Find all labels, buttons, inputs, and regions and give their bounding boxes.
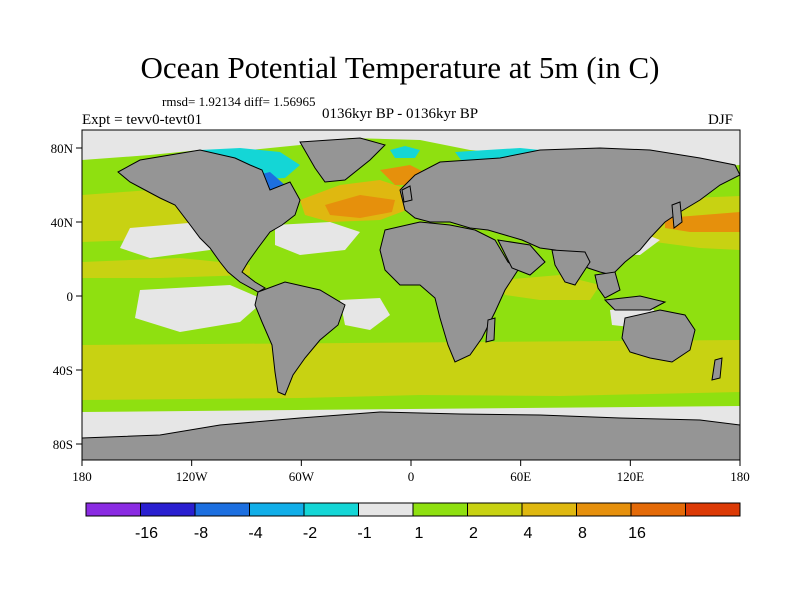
colorbar-swatch xyxy=(249,502,305,517)
colorbar-swatch xyxy=(576,502,632,517)
season-label: DJF xyxy=(708,112,734,128)
y-tick-label: 80N xyxy=(51,141,74,156)
land-uk xyxy=(401,185,413,203)
land-india xyxy=(551,249,591,286)
x-tick-label: 0 xyxy=(408,469,415,484)
experiment-label: Expt = tevv0-tevt01 xyxy=(82,112,203,128)
land-antarctica xyxy=(82,411,740,460)
map-plot-area xyxy=(82,130,740,460)
colorbar-swatch xyxy=(467,502,523,517)
land-indochina xyxy=(594,271,621,299)
land-japan xyxy=(671,201,683,229)
x-axis: 180 120W 60W 0 60E 120E 180 xyxy=(72,460,750,484)
land-south-america xyxy=(254,281,346,396)
colorbar-swatch xyxy=(194,502,250,517)
colorbar-swatch xyxy=(685,502,741,517)
colorbar-label: 8 xyxy=(578,525,587,542)
y-tick-label: 40N xyxy=(51,215,74,230)
field-patch xyxy=(665,212,740,232)
colorbar-swatch xyxy=(140,502,196,517)
land-north-america xyxy=(117,149,301,293)
x-tick-label: 180 xyxy=(72,469,92,484)
y-tick-label: 80S xyxy=(53,437,73,452)
field-patch xyxy=(275,222,360,255)
land-madagascar xyxy=(485,317,496,343)
y-axis: 80N 40N 0 40S 80S xyxy=(51,141,82,452)
period-label: 0136kyr BP - 0136kyr BP xyxy=(322,106,479,122)
colorbar-label: -1 xyxy=(357,525,371,542)
land-eurasia xyxy=(399,147,740,276)
colorbar-swatch xyxy=(521,502,577,517)
field-patch xyxy=(390,146,420,158)
field-patch xyxy=(82,258,250,278)
field-patch xyxy=(82,130,740,168)
colorbar-label: 4 xyxy=(524,525,533,542)
field-patch xyxy=(82,340,740,410)
colorbar-label: -2 xyxy=(303,525,317,542)
colorbar-label: 16 xyxy=(628,525,646,542)
field-patch xyxy=(340,298,390,330)
land-arabia xyxy=(497,239,546,276)
land-indonesia xyxy=(603,295,667,311)
colorbar-swatch xyxy=(358,502,414,517)
colorbar-label: -8 xyxy=(194,525,208,542)
field-patch xyxy=(325,195,395,218)
field-patch xyxy=(82,392,740,412)
x-tick-label: 120W xyxy=(176,469,209,484)
colorbar-label: -16 xyxy=(135,525,158,542)
colorbar-swatch xyxy=(412,502,468,517)
land-africa xyxy=(379,221,519,363)
land-australia xyxy=(621,309,696,363)
y-tick-label: 40S xyxy=(53,363,73,378)
chart-title: Ocean Potential Temperature at 5m (in C) xyxy=(140,50,660,85)
y-tick-label: 0 xyxy=(67,289,74,304)
land-new-zealand xyxy=(711,357,723,381)
colorbar: -16 -8 -4 -2 -1 1 2 4 8 16 xyxy=(85,502,741,542)
x-tick-label: 60E xyxy=(510,469,531,484)
x-tick-label: 180 xyxy=(730,469,750,484)
colorbar-swatch xyxy=(303,502,359,517)
colorbar-swatch xyxy=(630,502,686,517)
colorbar-label: 1 xyxy=(415,525,424,542)
land-masses xyxy=(82,137,740,460)
colorbar-swatch xyxy=(85,502,141,517)
field-patch xyxy=(135,285,265,332)
rmsd-diff-stats: rmsd= 1.92134 diff= 1.56965 xyxy=(162,94,316,109)
x-tick-label: 60W xyxy=(289,469,315,484)
x-tick-label: 120E xyxy=(617,469,645,484)
land-greenland xyxy=(299,137,386,183)
colorbar-label: 2 xyxy=(469,525,478,542)
colorbar-label: -4 xyxy=(248,525,262,542)
